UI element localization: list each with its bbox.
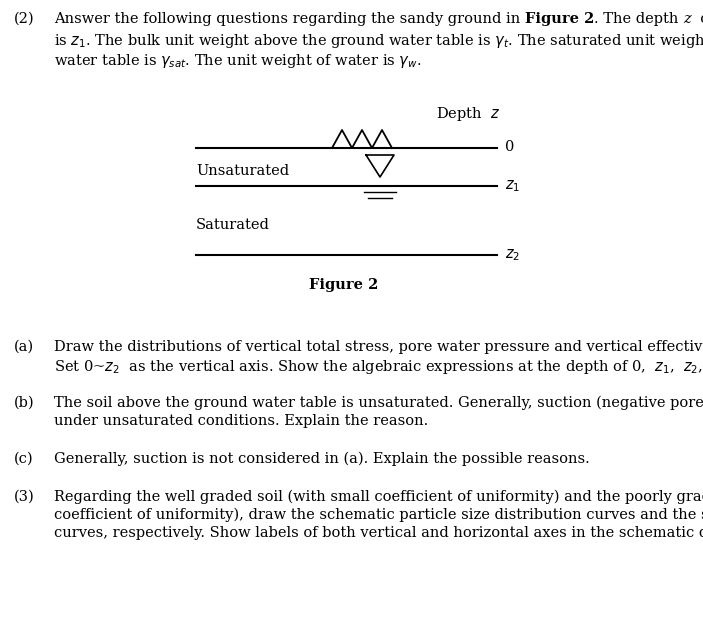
Text: z: z [683, 12, 691, 26]
Text: under unsaturated conditions. Explain the reason.: under unsaturated conditions. Explain th… [54, 414, 428, 428]
Text: water table is $\gamma_{sat}$. The unit weight of water is $\gamma_w$.: water table is $\gamma_{sat}$. The unit … [54, 52, 422, 70]
Text: is $z_1$. The bulk unit weight above the ground water table is $\gamma_t$. The s: is $z_1$. The bulk unit weight above the… [54, 32, 703, 50]
Text: Saturated: Saturated [196, 218, 270, 232]
Text: coefficient of uniformity), draw the schematic particle size distribution curves: coefficient of uniformity), draw the sch… [54, 508, 703, 522]
Text: Depth  $z$: Depth $z$ [436, 105, 501, 123]
Text: (3): (3) [14, 490, 34, 504]
Text: Set 0~$z_2$  as the vertical axis. Show the algebraic expressions at the depth o: Set 0~$z_2$ as the vertical axis. Show t… [54, 358, 703, 376]
Text: (a): (a) [14, 340, 34, 354]
Text: Unsaturated: Unsaturated [196, 164, 289, 178]
Text: curves, respectively. Show labels of both vertical and horizontal axes in the sc: curves, respectively. Show labels of bot… [54, 526, 703, 540]
Text: (c): (c) [14, 452, 34, 466]
Text: 0: 0 [505, 140, 515, 154]
Text: $z_1$: $z_1$ [505, 178, 520, 194]
Text: . The depth: . The depth [594, 12, 683, 26]
Text: of ground water table: of ground water table [691, 12, 703, 26]
Text: (b): (b) [14, 396, 34, 410]
Text: Regarding the well graded soil (with small coefficient of uniformity) and the po: Regarding the well graded soil (with sma… [54, 490, 703, 504]
Text: (2): (2) [14, 12, 34, 26]
Text: Draw the distributions of vertical total stress, pore water pressure and vertica: Draw the distributions of vertical total… [54, 340, 703, 354]
Text: Answer the following questions regarding the sandy ground in: Answer the following questions regarding… [54, 12, 525, 26]
Text: Figure 2: Figure 2 [525, 12, 594, 26]
Text: The soil above the ground water table is unsaturated. Generally, suction (negati: The soil above the ground water table is… [54, 396, 703, 411]
Text: Generally, suction is not considered in (a). Explain the possible reasons.: Generally, suction is not considered in … [54, 452, 590, 466]
Text: $z_2$: $z_2$ [505, 247, 520, 263]
Text: Figure 2: Figure 2 [309, 278, 379, 292]
